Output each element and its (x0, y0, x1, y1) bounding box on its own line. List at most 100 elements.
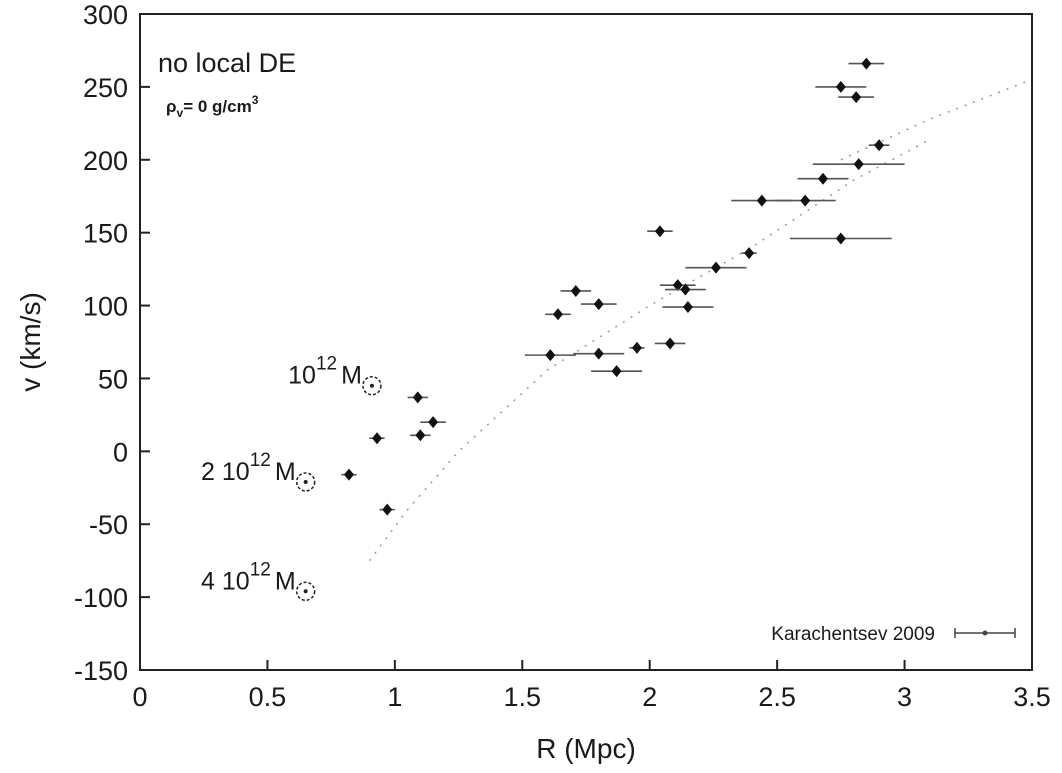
annotation-title: no local DE (158, 48, 296, 78)
sun-symbol-center (303, 589, 308, 594)
point-marker (570, 284, 581, 297)
data-point (812, 158, 905, 171)
sun-symbol-icon (295, 581, 316, 602)
x-tick-label: 1 (387, 682, 402, 712)
data-point (341, 468, 357, 481)
data-point (573, 347, 625, 360)
data-point (647, 225, 673, 238)
point-marker (672, 279, 683, 292)
point-marker (593, 347, 604, 360)
plot-frame (139, 13, 1033, 671)
data-point (379, 503, 395, 516)
point-marker (861, 57, 872, 70)
data-point (815, 80, 867, 93)
data-point (629, 341, 645, 354)
data-point (560, 284, 592, 297)
data-point (685, 261, 747, 274)
point-marker (654, 225, 665, 238)
mass-label-base: 4 10 (201, 567, 250, 595)
point-marker (372, 432, 383, 445)
data-point (868, 139, 890, 152)
legend-entry-marker (982, 630, 988, 636)
data-point (654, 337, 686, 350)
data-point (369, 432, 385, 445)
data-point (789, 232, 892, 245)
data-point (524, 349, 576, 362)
point-marker (744, 247, 755, 260)
mass-label-unit: M (275, 567, 296, 595)
data-point (659, 279, 696, 292)
point-marker (382, 503, 393, 516)
data-point (848, 57, 885, 70)
annotation-density: ρv= 0 g/cm3 (166, 93, 259, 120)
y-axis-label: v (km/s) (15, 292, 46, 392)
model-curve (368, 138, 931, 562)
point-marker (593, 298, 604, 311)
data-point (797, 172, 849, 185)
axis-ticks (139, 13, 1033, 671)
mass-label-exponent: 12 (250, 559, 271, 580)
point-marker (680, 283, 691, 296)
point-marker (343, 468, 354, 481)
data-points (341, 57, 905, 516)
y-tick-label: 100 (83, 292, 128, 322)
data-point (838, 91, 874, 104)
data-point (580, 298, 617, 311)
data-point (420, 416, 446, 429)
point-marker (611, 365, 622, 378)
mass-label-base: 2 10 (201, 458, 250, 486)
mass-label: 4 1012 M (201, 559, 296, 595)
point-marker (851, 91, 862, 104)
point-marker (853, 158, 864, 171)
x-tick-label: 1.5 (504, 682, 542, 712)
y-tick-label: 0 (113, 437, 128, 467)
point-marker (800, 194, 811, 207)
mass-label-base: 10 (288, 362, 316, 390)
axis-tick-labels: 0 0.5 1 1.5 2 2.5 3 3.5 -150 -100 -50 0 50 100 150 200 2… (74, 0, 1051, 712)
data-point (665, 283, 706, 296)
sun-symbol-center (369, 383, 374, 388)
sun-symbol-center (303, 479, 308, 484)
mass-label: 1012 M (288, 354, 362, 390)
density-subscript: v (177, 106, 184, 120)
point-marker (818, 172, 829, 185)
data-point (774, 194, 836, 207)
mass-label-unit: M (275, 458, 296, 486)
point-marker (710, 261, 721, 274)
data-point (410, 429, 431, 442)
model-curve (840, 78, 1033, 161)
point-marker (874, 139, 885, 152)
x-tick-label: 3.5 (1013, 682, 1051, 712)
y-tick-label: 200 (83, 146, 128, 176)
y-tick-label: 150 (83, 219, 128, 249)
mass-marker: 4 1012 M (201, 559, 316, 602)
density-symbol: ρ (166, 97, 177, 116)
x-tick-label: 2.5 (758, 682, 796, 712)
mass-marker: 2 1012 M (201, 450, 316, 492)
data-point (545, 308, 571, 321)
density-value: = 0 g/cm (183, 97, 252, 116)
data-point (407, 391, 428, 404)
point-marker (631, 341, 642, 354)
point-marker (545, 349, 556, 362)
y-tick-label: 300 (83, 0, 128, 30)
point-marker (552, 308, 563, 321)
point-marker (756, 194, 767, 207)
point-marker (428, 416, 439, 429)
point-marker (412, 391, 423, 404)
data-point (741, 247, 757, 260)
point-marker (835, 232, 846, 245)
point-marker (835, 80, 846, 93)
sun-symbol-icon (362, 375, 382, 396)
legend-entry-label: Karachentsev 2009 (771, 624, 935, 645)
y-tick-label: 250 (83, 73, 128, 103)
data-point (591, 365, 643, 378)
mass-label: 2 1012 M (201, 450, 296, 486)
density-superscript: 3 (252, 93, 259, 107)
point-marker (682, 301, 693, 314)
x-tick-label: 0.5 (249, 682, 287, 712)
mass-label-exponent: 12 (316, 354, 337, 375)
mass-markers: 1012 M2 1012 M4 1012 M (201, 354, 382, 602)
x-axis-label: R (Mpc) (536, 733, 636, 764)
